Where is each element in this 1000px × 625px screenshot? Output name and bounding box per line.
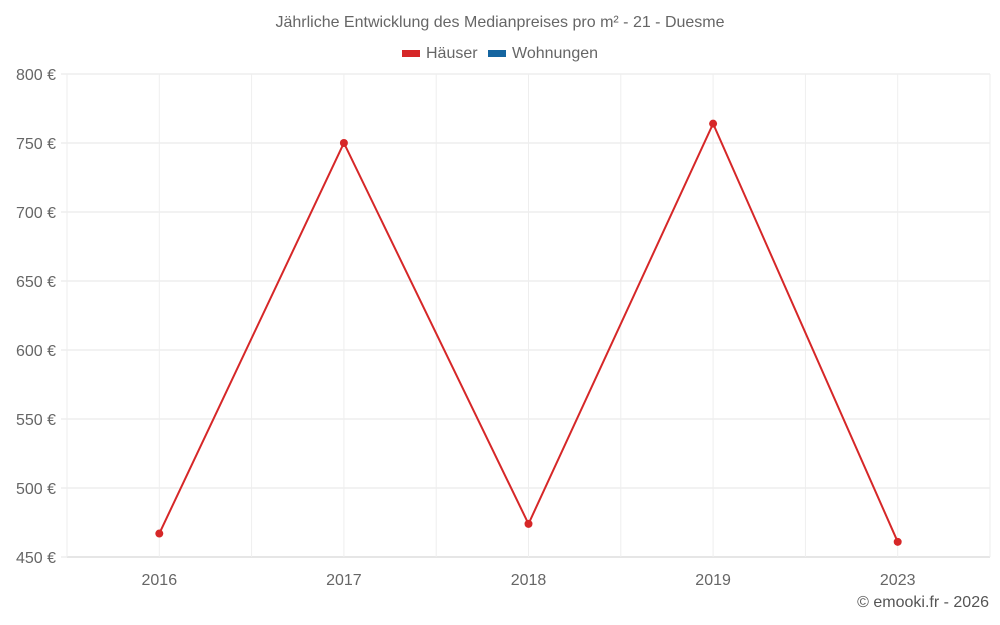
y-tick-label: 450 € xyxy=(16,550,56,567)
x-tick-label: 2018 xyxy=(511,572,547,589)
x-tick-label: 2017 xyxy=(326,572,362,589)
data-point[interactable] xyxy=(524,519,533,528)
y-tick-label: 700 € xyxy=(16,205,56,222)
legend-swatch-houses xyxy=(401,50,420,57)
legend-label-apartments: Wohnungen xyxy=(512,44,599,62)
x-tick-label: 2019 xyxy=(695,572,731,589)
y-tick-label: 800 € xyxy=(16,67,56,84)
legend: Häuser Wohnungen xyxy=(0,44,1000,63)
data-point[interactable] xyxy=(155,529,164,538)
legend-label-houses: Häuser xyxy=(425,44,478,62)
y-tick-label: 600 € xyxy=(16,343,56,360)
legend-item-apartments[interactable]: Wohnungen xyxy=(488,45,598,63)
legend-swatch-apartments xyxy=(488,50,507,57)
legend-item-houses[interactable]: Häuser xyxy=(401,44,478,63)
data-point[interactable] xyxy=(893,537,902,546)
data-point[interactable] xyxy=(339,139,348,147)
data-point[interactable] xyxy=(709,119,718,128)
y-tick-label: 500 € xyxy=(16,481,56,498)
y-tick-label: 750 € xyxy=(16,136,56,153)
copyright-footer: © emooki.fr - 2026 xyxy=(857,594,989,611)
y-tick-label: 550 € xyxy=(16,412,56,429)
chart-title: Jährliche Entwicklung des Medianpreises … xyxy=(275,14,725,31)
x-tick-label: 2023 xyxy=(880,572,916,589)
x-tick-label: 2016 xyxy=(142,572,178,589)
y-tick-label: 650 € xyxy=(16,274,56,291)
